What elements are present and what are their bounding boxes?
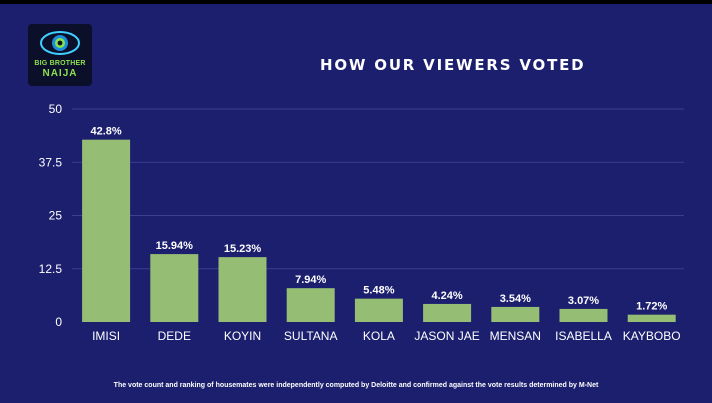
x-tick-label: KOLA: [363, 329, 395, 343]
data-label: 4.24%: [431, 290, 462, 302]
data-label: 3.54%: [500, 293, 531, 305]
bar: [354, 298, 403, 322]
bar: [627, 314, 676, 322]
chart-title: HOW OUR VIEWERS VOTED: [320, 56, 586, 74]
bar: [150, 254, 199, 322]
x-tick-label: KOYIN: [224, 329, 261, 343]
y-tick-label: 25: [49, 209, 63, 223]
data-label: 7.94%: [295, 274, 326, 286]
data-label: 3.07%: [568, 295, 599, 307]
data-label: 1.72%: [636, 301, 667, 313]
bar: [559, 308, 608, 322]
bar: [82, 139, 131, 322]
data-label: 42.8%: [90, 126, 121, 138]
big-brother-naija-logo: BIG BROTHER NAIJA: [28, 24, 92, 86]
data-label: 15.23%: [224, 243, 262, 255]
bar: [491, 306, 540, 322]
x-tick-label: IMISI: [92, 329, 120, 343]
footnote: The vote count and ranking of housemates…: [113, 382, 599, 389]
x-tick-label: JASON JAE: [414, 329, 479, 343]
y-tick-label: 12.5: [39, 262, 63, 276]
y-tick-label: 37.5: [39, 155, 63, 169]
x-tick-label: ISABELLA: [555, 329, 612, 343]
y-tick-label: 0: [55, 315, 62, 329]
bar: [286, 288, 335, 322]
data-label: 15.94%: [156, 240, 194, 252]
eye-icon: [40, 31, 80, 55]
x-tick-label: KAYBOBO: [623, 329, 681, 343]
bar: [218, 257, 267, 322]
y-tick-label: 50: [49, 102, 63, 116]
data-label: 5.48%: [363, 285, 394, 297]
bar: [423, 303, 472, 322]
x-tick-label: SULTANA: [284, 329, 338, 343]
logo-line-1: BIG BROTHER: [34, 60, 86, 67]
logo-line-2: NAIJA: [42, 68, 78, 79]
x-tick-label: DEDE: [158, 329, 191, 343]
x-tick-label: MENSAN: [490, 329, 541, 343]
